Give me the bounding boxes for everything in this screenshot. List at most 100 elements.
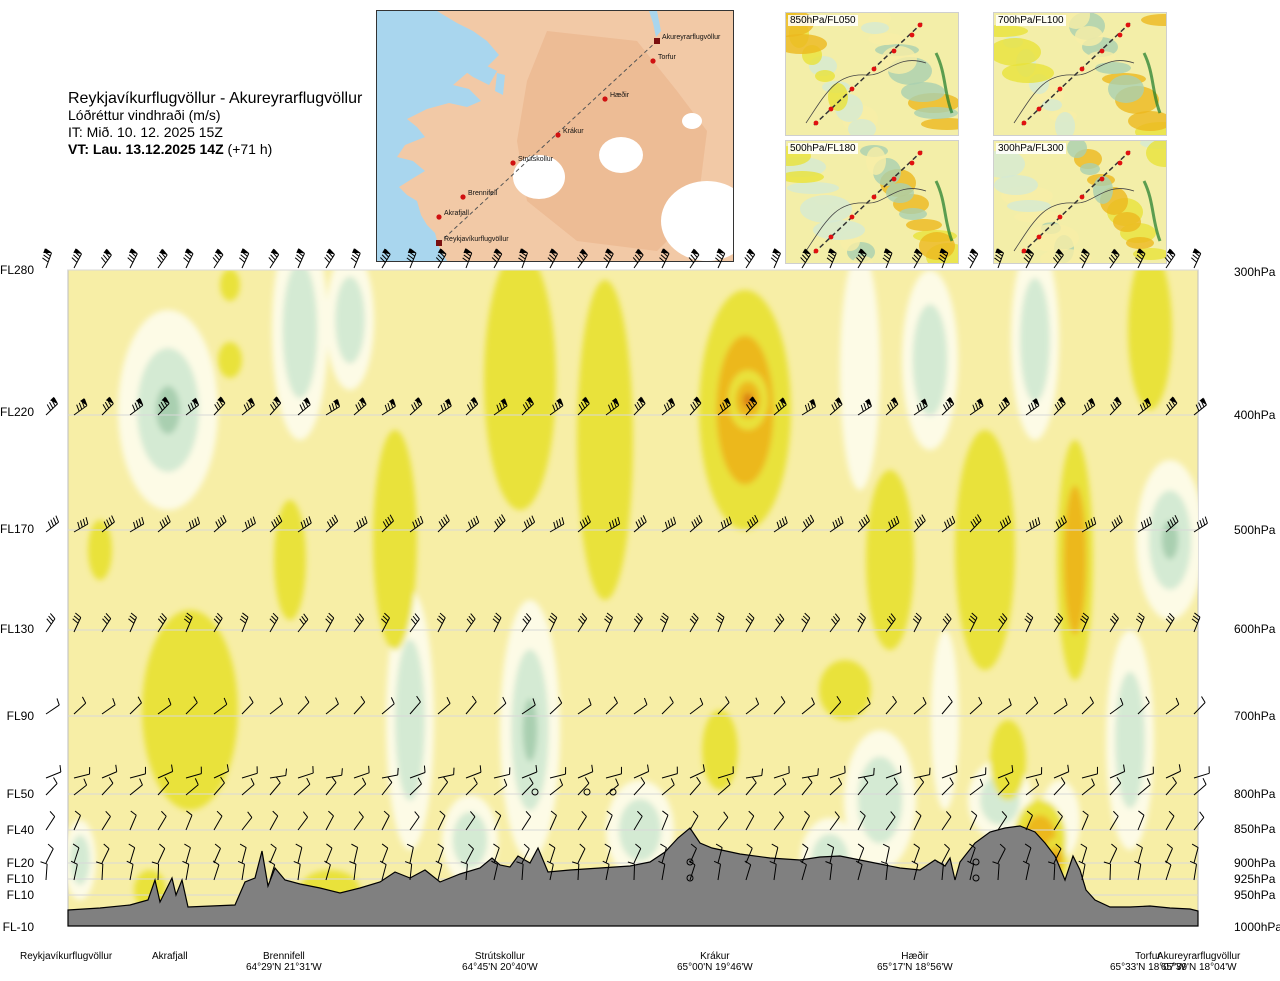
wind-barb xyxy=(185,810,193,831)
wind-barb xyxy=(913,843,920,864)
station-coord: 64°29'N 21°31'W xyxy=(246,962,322,973)
wind-barb xyxy=(325,612,335,633)
route-point-marker xyxy=(460,194,466,200)
wind-barb xyxy=(241,696,254,715)
wind-barb xyxy=(689,396,702,416)
thumbnail-field-cell xyxy=(921,118,958,130)
wind-barb xyxy=(297,696,310,715)
wind-barb xyxy=(465,613,476,633)
wind-barb xyxy=(521,811,532,831)
calm-wind-marker xyxy=(972,858,980,866)
wind-barb xyxy=(549,767,567,779)
wind-barb xyxy=(885,765,902,779)
wind-barb xyxy=(997,613,1008,633)
wind-barb xyxy=(941,843,950,864)
wind-barb xyxy=(435,860,443,881)
thumbnail-field-cell xyxy=(1093,176,1113,204)
map-place-label: Akrafjall xyxy=(444,210,469,217)
station-label: Brennifell 64°29'N 21°31'W xyxy=(246,951,322,973)
wind-barb xyxy=(773,516,788,533)
thumbnail-field-cell xyxy=(1126,237,1154,249)
rising-cell xyxy=(1063,485,1087,635)
thumbnail-300hpa-label: 300hPa/FL300 xyxy=(996,143,1066,154)
wind-barb xyxy=(997,843,1006,864)
station-coord: 65°17'N 18°56'W xyxy=(877,962,953,973)
wind-barb xyxy=(128,612,137,633)
wind-barb xyxy=(1078,860,1086,881)
wind-barb xyxy=(465,695,477,715)
route-point-marker xyxy=(602,96,608,102)
thumbnail-field-cell xyxy=(815,70,835,82)
wind-barb xyxy=(1193,397,1207,416)
wind-barb xyxy=(857,767,875,779)
wind-barb xyxy=(184,843,191,864)
wind-barb xyxy=(1191,248,1202,269)
wind-barb xyxy=(1165,612,1175,633)
wind-barb xyxy=(353,516,368,533)
wind-barb xyxy=(353,765,370,779)
wind-barb xyxy=(801,514,815,533)
wind-barb xyxy=(969,696,983,715)
wind-barb xyxy=(969,767,987,779)
thumbnail-field-cell xyxy=(800,195,852,223)
thumbnail-route-point xyxy=(909,32,915,38)
thumbnail-field-cell xyxy=(1067,141,1087,158)
wind-barb xyxy=(633,396,646,416)
thumbnail-field-cell xyxy=(994,175,1038,195)
thumbnail-field-cell xyxy=(994,150,1025,178)
wind-barb xyxy=(157,764,174,779)
wind-barb xyxy=(911,860,919,881)
route-point-marker xyxy=(510,160,516,166)
thumbnail-route-point xyxy=(1079,66,1085,72)
wind-barb xyxy=(633,843,642,864)
thumbnail-850hpa[interactable]: 850hPa/FL050 xyxy=(785,12,959,136)
thumbnail-route-point xyxy=(871,66,877,72)
wind-barb xyxy=(465,396,479,416)
fjord xyxy=(649,11,661,37)
rising-cell xyxy=(88,520,112,580)
wind-barb xyxy=(745,810,755,831)
title-block: Reykjavíkurflugvöllur - Akureyrarflugvöl… xyxy=(68,90,362,158)
thumbnail-700hpa[interactable]: 700hPa/FL100 xyxy=(993,12,1167,136)
wind-barb xyxy=(183,248,194,269)
route-point-marker xyxy=(650,58,656,64)
thumbnail-route-point xyxy=(1117,32,1123,38)
wind-barb xyxy=(773,696,786,715)
wind-barb xyxy=(1023,248,1034,269)
wind-barb xyxy=(73,696,87,715)
wind-barb xyxy=(1025,810,1033,831)
wind-barb xyxy=(128,843,136,864)
wind-barb xyxy=(381,612,390,633)
wind-barb xyxy=(1080,612,1089,633)
issue-time: IT: Mið. 10. 12. 2025 15Z xyxy=(68,124,223,140)
route-points: Akureyrarflugvöllur Torfur Hæðir Krákur Strú… xyxy=(436,34,721,246)
wind-barb xyxy=(462,248,473,269)
wind-barb xyxy=(1137,516,1153,533)
wind-barb xyxy=(1081,778,1095,796)
wind-barb xyxy=(967,860,975,881)
thumbnail-300hpa[interactable]: 300hPa/FL300 xyxy=(993,140,1167,264)
wind-barb xyxy=(1193,516,1208,533)
glacier-vatnajokull xyxy=(661,181,733,261)
wind-barb xyxy=(801,810,810,831)
wind-barb xyxy=(42,248,52,269)
wind-barb xyxy=(885,515,900,533)
wind-barb xyxy=(1191,843,1199,864)
calm-wind-marker xyxy=(972,874,980,882)
wind-barb xyxy=(213,764,229,779)
rising-cell xyxy=(274,500,306,620)
wind-barb xyxy=(969,398,984,416)
wind-barb xyxy=(773,811,785,831)
wind-barb xyxy=(157,396,170,416)
wind-barb xyxy=(1134,860,1142,881)
hpa-label-2: 500hPa xyxy=(1234,523,1276,537)
wind-barb xyxy=(745,612,755,633)
thumbnail-strong-cell xyxy=(1142,180,1162,242)
wind-barb xyxy=(185,397,200,416)
wind-barb xyxy=(745,768,764,779)
hpa-label-10: 1000hPa xyxy=(1234,920,1280,934)
wind-barb xyxy=(269,776,281,796)
wind-barb xyxy=(157,843,166,864)
wind-barb xyxy=(1048,861,1056,881)
wind-barb xyxy=(460,861,468,881)
